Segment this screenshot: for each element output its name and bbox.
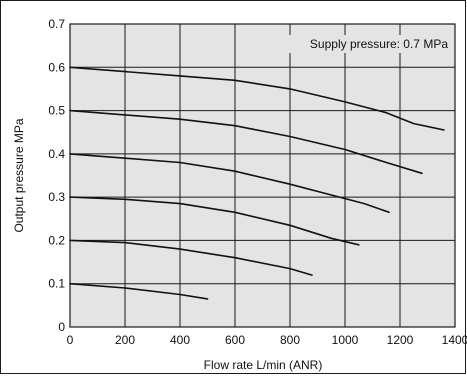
x-tick-label: 0 [67, 333, 74, 347]
series-line-5 [69, 239, 313, 276]
x-tick-label: 200 [115, 333, 135, 347]
y-axis-label: Output pressure MPa [12, 118, 26, 232]
series-line-4 [69, 196, 360, 246]
x-tick-label: 1400 [442, 333, 467, 347]
y-tick-label: 0.1 [48, 277, 65, 291]
y-tick-label: 0 [58, 320, 65, 334]
y-tick-label: 0.7 [48, 17, 65, 31]
y-tick-label: 0.6 [48, 60, 65, 74]
x-axis-label: Flow rate L/min (ANR) [204, 358, 323, 372]
x-tick-label: 600 [225, 333, 245, 347]
plot-area [69, 23, 456, 328]
chart-annotation: Supply pressure: 0.7 MPa [310, 37, 448, 51]
y-tick-label: 0.3 [48, 190, 65, 204]
series-line-2 [69, 109, 423, 175]
x-tick-label: 400 [170, 333, 190, 347]
series-line-6 [69, 282, 209, 300]
x-tick-label: 1000 [332, 333, 359, 347]
x-tick-label: 1200 [387, 333, 414, 347]
series-line-1 [69, 66, 445, 131]
annotation-background [281, 35, 453, 53]
series-line-3 [69, 153, 390, 214]
x-tick-label: 800 [280, 333, 300, 347]
y-tick-label: 0.4 [48, 147, 65, 161]
y-tick-label: 0.5 [48, 104, 65, 118]
y-tick-label: 0.2 [48, 233, 65, 247]
